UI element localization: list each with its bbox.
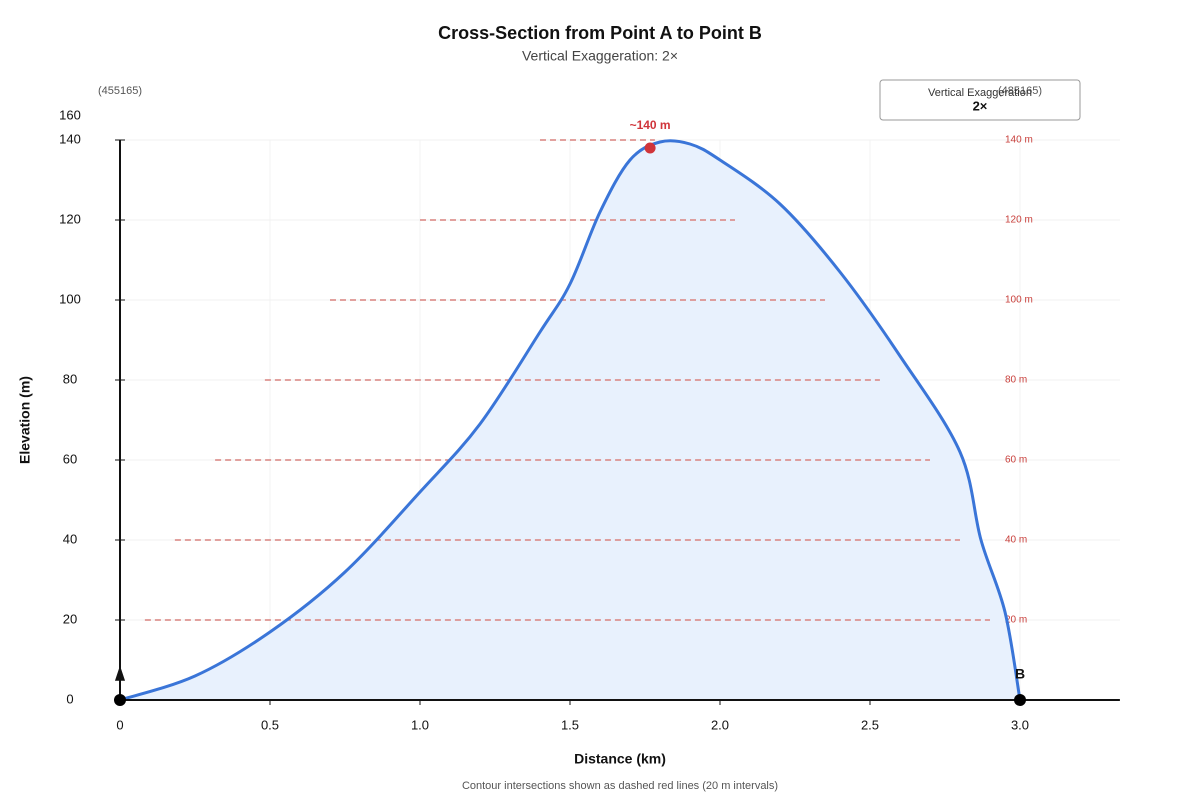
- x-tick-label: 1.0: [411, 717, 429, 732]
- y-axis-top-label: 160: [59, 107, 81, 122]
- peak-label: ~140 m: [630, 118, 671, 132]
- contour-label: 100 m: [1005, 295, 1033, 306]
- contour-label: 120 m: [1005, 215, 1033, 226]
- y-axis-label: Elevation (m): [17, 376, 33, 464]
- endpoint: [1014, 694, 1026, 706]
- chart-title: Cross-Section from Point A to Point B: [438, 23, 762, 43]
- contour-label: 140 m: [1005, 135, 1033, 146]
- contour-label: 20 m: [1005, 615, 1027, 626]
- x-tick-label: 2.5: [861, 717, 879, 732]
- left-coordinate: (455165): [98, 85, 142, 97]
- right-coordinate: (485165): [998, 85, 1042, 97]
- peak-marker: [644, 142, 656, 154]
- y-tick-label: 60: [63, 451, 77, 466]
- y-tick-label: 40: [63, 531, 77, 546]
- x-tick-label: 0.5: [261, 717, 279, 732]
- legend-title: Vertical Exaggeration: [928, 87, 1032, 99]
- legend-box: [879, 79, 1081, 121]
- x-tick-label: 3.0: [1011, 717, 1029, 732]
- y-tick-label: 140: [59, 131, 81, 146]
- legend-value: 2×: [973, 98, 988, 113]
- endpoint-label: B: [1015, 666, 1025, 682]
- y-tick-label: 100: [59, 291, 81, 306]
- chart-subtitle: Vertical Exaggeration: 2×: [522, 48, 678, 64]
- y-tick-label: 120: [59, 211, 81, 226]
- area: [120, 140, 1020, 700]
- footnote: Contour intersections shown as dashed re…: [462, 780, 778, 792]
- contour-label: 40 m: [1005, 535, 1027, 546]
- x-tick-label: 0: [116, 717, 123, 732]
- x-tick-label: 1.5: [561, 717, 579, 732]
- x-axis-label: Distance (km): [574, 751, 666, 767]
- x-tick-label: 2.0: [711, 717, 729, 732]
- contour-label: 60 m: [1005, 455, 1027, 466]
- y-tick-label: 20: [63, 611, 77, 626]
- contour-label: 80 m: [1005, 375, 1027, 386]
- y-tick-label: 0: [66, 691, 73, 706]
- endpoint: [114, 694, 126, 706]
- y-tick-label: 80: [63, 371, 77, 386]
